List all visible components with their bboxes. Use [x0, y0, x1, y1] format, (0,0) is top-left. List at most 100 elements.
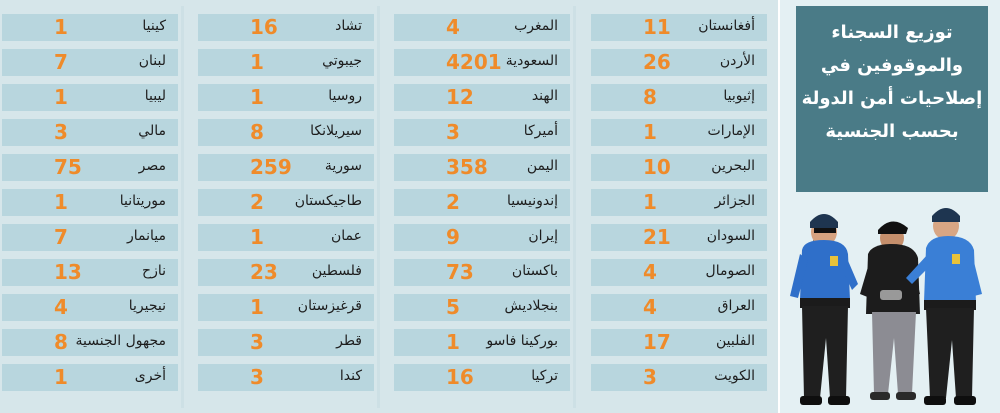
prisoner-count: 3 [643, 365, 657, 389]
country-name: سيريلانكا [310, 123, 362, 139]
country-name: موريتانيا [119, 193, 166, 209]
prisoner-count: 1 [54, 190, 68, 214]
prisoner-count: 1 [250, 295, 264, 319]
prisoner-count: 1 [250, 50, 264, 74]
prisoner-count: 3 [250, 330, 264, 354]
country-name: فلسطين [311, 263, 362, 279]
prisoner-figure [860, 221, 920, 400]
country-name: الفلبين [716, 333, 755, 349]
table-row: العراق 4 [591, 294, 767, 321]
table-row: الصومال 4 [591, 259, 767, 286]
table-row: المغرب 4 [394, 14, 570, 41]
country-name: طاجيكستان [294, 193, 362, 209]
country-name: اليمن [526, 158, 558, 174]
prisoner-count: 73 [446, 260, 474, 284]
country-name: الصومال [705, 263, 755, 279]
country-name: ميانمار [126, 228, 166, 244]
column-divider [573, 6, 576, 408]
table-row: عمان 1 [198, 224, 374, 251]
table-row: إثيوبيا 8 [591, 84, 767, 111]
country-name: ليبيا [144, 88, 166, 104]
country-name: تشاد [335, 18, 362, 34]
table-row: أفغانستان 11 [591, 14, 767, 41]
country-name: كينيا [142, 18, 166, 34]
country-name: أفغانستان [698, 18, 755, 34]
country-name: إيران [528, 228, 558, 244]
country-name: الجزائر [714, 193, 755, 209]
table-row: ميانمار 7 [2, 224, 178, 251]
country-name: لبنان [138, 53, 166, 69]
prisoner-count: 7 [54, 50, 68, 74]
table-row: سورية 259 [198, 154, 374, 181]
table-row: السودان 21 [591, 224, 767, 251]
prisoner-count: 9 [446, 225, 460, 249]
table-row: بوركينا فاسو 1 [394, 329, 570, 356]
country-name: كندا [339, 368, 362, 384]
prisoner-count: 1 [54, 365, 68, 389]
prisoner-count: 2 [250, 190, 264, 214]
table-row: مصر 75 [2, 154, 178, 181]
country-name: العراق [717, 298, 755, 314]
prisoner-count: 12 [446, 85, 474, 109]
prisoner-count: 1 [643, 190, 657, 214]
country-name: عمان [331, 228, 362, 244]
table-row: سيريلانكا 8 [198, 119, 374, 146]
country-name: بوركينا فاسو [486, 333, 558, 349]
table-row: مجهول الجنسية 8 [2, 329, 178, 356]
country-name: البحرين [711, 158, 755, 174]
prisoner-count: 1 [54, 85, 68, 109]
prisoner-count: 8 [643, 85, 657, 109]
table-row: ليبيا 1 [2, 84, 178, 111]
title-panel: توزيع السجناء والموقوفين في إصلاحيات أمن… [780, 0, 1000, 413]
table-row: قرغيزستان 1 [198, 294, 374, 321]
country-name: إندونيسيا [507, 193, 558, 209]
country-name: نازح [142, 263, 166, 279]
prisoner-count: 1 [54, 15, 68, 39]
country-name: الكويت [714, 368, 755, 384]
table-row: فلسطين 23 [198, 259, 374, 286]
infographic-title: توزيع السجناء والموقوفين في إصلاحيات أمن… [801, 22, 983, 142]
country-name: أميركا [523, 123, 558, 139]
prisoner-count: 358 [446, 155, 488, 179]
country-name: الهند [531, 88, 558, 104]
country-name: روسيا [328, 88, 362, 104]
country-name: إثيوبيا [723, 88, 755, 104]
prisoner-count: 1 [250, 85, 264, 109]
table-row: الأردن 26 [591, 49, 767, 76]
table-row: روسيا 1 [198, 84, 374, 111]
table-row: البحرين 10 [591, 154, 767, 181]
table-row: كندا 3 [198, 364, 374, 391]
table-row: تركيا 16 [394, 364, 570, 391]
country-name: قرغيزستان [297, 298, 362, 314]
country-name: أخرى [134, 368, 166, 384]
prisoner-count: 4 [54, 295, 68, 319]
table-row: مالي 3 [2, 119, 178, 146]
nationality-table: أفغانستان 11 الأردن 26 إثيوبيا 8 الإمارات 1 … [0, 0, 778, 413]
prisoner-count: 3 [446, 120, 460, 144]
prisoner-count: 4201 [446, 50, 502, 74]
table-row: موريتانيا 1 [2, 189, 178, 216]
prisoner-count: 1 [446, 330, 460, 354]
country-name: مالي [138, 123, 166, 139]
prisoner-count: 8 [250, 120, 264, 144]
police-escorting-prisoner-illustration [790, 208, 982, 405]
table-row: لبنان 7 [2, 49, 178, 76]
prisoner-count: 10 [643, 155, 671, 179]
table-row: كينيا 1 [2, 14, 178, 41]
table-row: نازح 13 [2, 259, 178, 286]
table-row: طاجيكستان 2 [198, 189, 374, 216]
table-row: أخرى 1 [2, 364, 178, 391]
table-column-1: أفغانستان 11 الأردن 26 إثيوبيا 8 الإمارات 1 … [591, 14, 767, 399]
prisoner-count: 4 [643, 260, 657, 284]
country-name: مصر [138, 158, 166, 174]
prisoner-count: 259 [250, 155, 292, 179]
table-row: بنجلاديش 5 [394, 294, 570, 321]
prisoner-count: 1 [250, 225, 264, 249]
table-row: باكستان 73 [394, 259, 570, 286]
table-row: نيجيريا 4 [2, 294, 178, 321]
country-name: جيبوتي [322, 53, 362, 69]
prisoner-count: 11 [643, 15, 671, 39]
country-name: سورية [324, 158, 362, 174]
country-name: الأردن [719, 53, 755, 69]
